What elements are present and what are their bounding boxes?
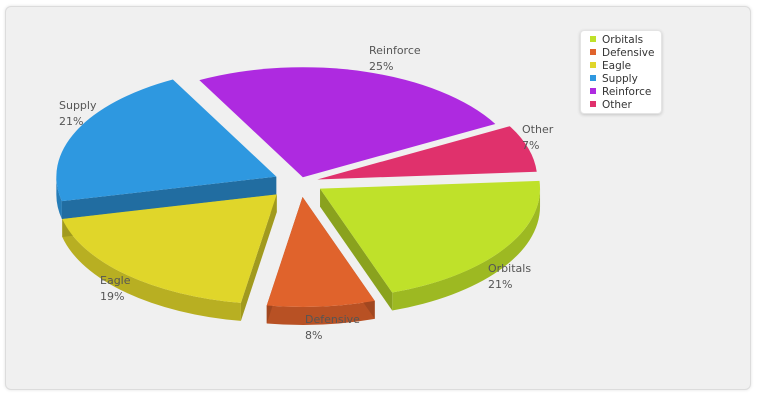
legend-swatch xyxy=(590,101,596,107)
slice-percent: 21% xyxy=(59,115,84,128)
pie-slice-supply[interactable] xyxy=(56,79,277,202)
legend-label: Reinforce xyxy=(602,86,652,98)
pie-edge-eagle xyxy=(240,194,277,321)
pie-slice-eagle[interactable] xyxy=(62,194,277,303)
slice-name: Supply xyxy=(59,99,97,112)
legend-label: Supply xyxy=(602,73,638,85)
pie-side-supply xyxy=(56,176,62,220)
legend-swatch xyxy=(590,88,596,94)
legend-item-supply[interactable]: Supply xyxy=(581,73,661,86)
legend-label: Defensive xyxy=(602,47,655,59)
legend-item-reinforce[interactable]: Reinforce xyxy=(581,86,661,99)
slice-label-orbitals: Orbitals 21% xyxy=(488,261,531,293)
slice-percent: 8% xyxy=(305,329,323,342)
slice-percent: 7% xyxy=(522,139,540,152)
legend-item-eagle[interactable]: Eagle xyxy=(581,60,661,73)
legend-label: Eagle xyxy=(602,60,632,72)
pie-side-defensive xyxy=(266,300,375,325)
chart-legend: Orbitals Defensive Eagle Supply Reinforce Oth… xyxy=(580,30,662,114)
pie-side-eagle xyxy=(62,218,241,321)
slice-name: Defensive xyxy=(305,313,360,326)
slice-label-other: Other 7% xyxy=(522,122,553,154)
slice-name: Other xyxy=(522,123,554,136)
legend-swatch xyxy=(590,75,596,81)
pie-slice-defensive[interactable] xyxy=(266,196,375,307)
legend-swatch xyxy=(590,36,596,42)
slice-percent: 25% xyxy=(369,60,394,73)
pie-slice-orbitals[interactable] xyxy=(320,180,541,293)
legend-swatch xyxy=(590,62,596,68)
pie-slice-reinforce[interactable] xyxy=(199,67,496,178)
slice-percent: 21% xyxy=(488,278,513,291)
slice-label-reinforce: Reinforce 25% xyxy=(369,43,421,75)
slice-name: Orbitals xyxy=(488,262,532,275)
legend-label: Orbitals xyxy=(602,34,644,46)
slice-percent: 19% xyxy=(100,290,125,303)
slice-label-eagle: Eagle 19% xyxy=(100,273,131,305)
slice-label-supply: Supply 21% xyxy=(59,98,97,130)
legend-item-defensive[interactable]: Defensive xyxy=(581,47,661,60)
pie-edge-supply xyxy=(61,176,277,220)
pie-slice-other[interactable] xyxy=(317,126,537,180)
pie-edge-orbitals xyxy=(320,188,393,311)
legend-item-orbitals[interactable]: Orbitals xyxy=(581,34,661,47)
legend-item-other[interactable]: Other xyxy=(581,99,661,112)
slice-name: Eagle xyxy=(100,274,131,287)
pie-side-orbitals xyxy=(392,188,541,311)
slice-name: Reinforce xyxy=(369,44,421,57)
slice-label-defensive: Defensive 8% xyxy=(305,312,360,344)
legend-swatch xyxy=(590,49,596,55)
legend-label: Other xyxy=(602,99,632,111)
